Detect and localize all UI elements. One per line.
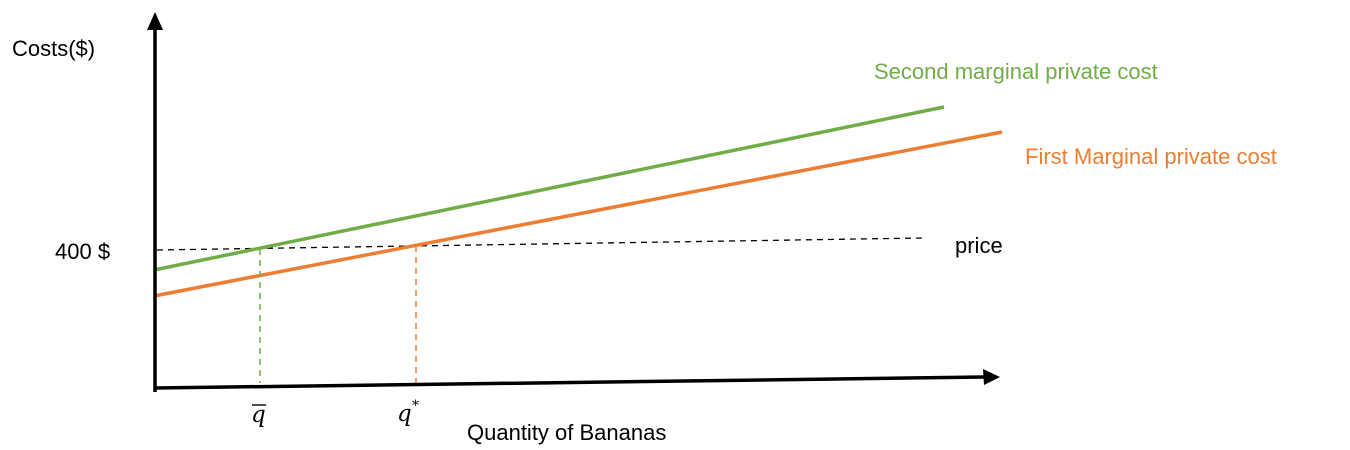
second-mpc-curve (153, 105, 945, 272)
q-star-letter: q (397, 401, 412, 427)
y-axis-arrow (147, 12, 163, 30)
first-mpc-label: First Marginal private cost (1025, 144, 1277, 169)
price-line-label: price (955, 233, 1003, 258)
q-star-label: q * (397, 398, 419, 427)
price-value-label: 400 $ (55, 239, 110, 264)
y-axis-label: Costs($) (12, 36, 95, 61)
second-mpc-label: Second marginal private cost (874, 59, 1158, 84)
q-bar-label: q (251, 402, 266, 428)
x-axis-arrow (983, 369, 1000, 385)
x-axis-label: Quantity of Bananas (467, 420, 666, 445)
q-bar-letter: q (251, 402, 266, 428)
x-axis (154, 375, 986, 390)
first-mpc-curve (153, 130, 1003, 298)
q-star-superscript: * (412, 398, 419, 414)
